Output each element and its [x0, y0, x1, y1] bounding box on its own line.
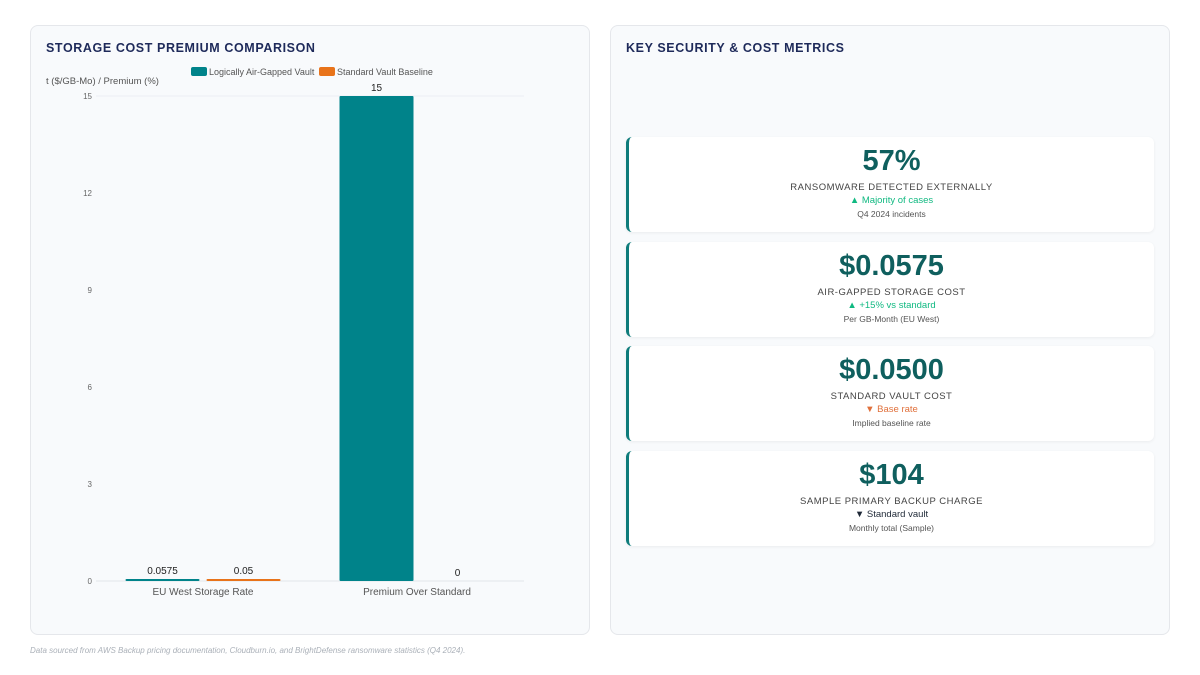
y-tick-label: 6: [88, 383, 93, 392]
metric-card-ransomware: 57% RANSOMWARE DETECTED EXTERNALLY ▲ Maj…: [626, 137, 1154, 232]
metric-label: RANSOMWARE DETECTED EXTERNALLY: [790, 182, 993, 193]
metric-trend: ▲ Majority of cases: [849, 195, 934, 206]
data-label: 15: [371, 83, 383, 94]
metrics-panel: KEY SECURITY & COST METRICS 57% RANSOMWA…: [610, 25, 1170, 635]
metric-subtext: Monthly total (Sample): [848, 523, 935, 533]
metric-value: $0.0575: [839, 250, 944, 282]
data-label: 0.05: [234, 566, 254, 577]
metric-card-backup-charge: $104 SAMPLE PRIMARY BACKUP CHARGE ▼ Stan…: [626, 451, 1154, 546]
y-tick-label: 3: [88, 480, 93, 489]
y-tick-label: 12: [83, 189, 92, 198]
legend-label: Standard Vault Baseline: [337, 67, 433, 77]
metric-trend: ▲ +15% vs standard: [847, 300, 936, 311]
metrics-title: KEY SECURITY & COST METRICS: [626, 41, 845, 55]
metric-subtext: Per GB-Month (EU West): [843, 314, 940, 324]
metric-subtext: Q4 2024 incidents: [857, 209, 926, 219]
data-label: 0: [455, 568, 461, 579]
legend-swatch: [191, 67, 207, 76]
metric-subtext: Implied baseline rate: [852, 418, 931, 428]
y-tick-label: 9: [88, 286, 93, 295]
legend-swatch: [319, 67, 335, 76]
bar-chart: t ($/GB-Mo) / Premium (%) 0 3 6 9 12 15 Logical…: [46, 67, 524, 598]
metric-label: AIR-GAPPED STORAGE COST: [817, 287, 966, 298]
legend-label: Logically Air-Gapped Vault: [209, 67, 315, 77]
metric-card-airgapped-cost: $0.0575 AIR-GAPPED STORAGE COST ▲ +15% v…: [626, 242, 1154, 337]
y-tick-label: 15: [83, 92, 92, 101]
chart-panel: STORAGE COST PREMIUM COMPARISON t ($/GB-…: [30, 25, 590, 635]
metric-value: $104: [859, 459, 924, 491]
data-label: 0.0575: [147, 566, 178, 577]
metric-value: 57%: [862, 145, 921, 177]
metric-label: STANDARD VAULT COST: [830, 391, 953, 402]
footnote: Data sourced from AWS Backup pricing doc…: [30, 646, 466, 655]
y-axis-label: t ($/GB-Mo) / Premium (%): [46, 76, 159, 87]
x-tick-label: EU West Storage Rate: [153, 587, 254, 598]
y-tick-label: 0: [88, 577, 93, 586]
metric-label: SAMPLE PRIMARY BACKUP CHARGE: [800, 496, 983, 507]
bar: [206, 579, 281, 581]
metric-trend: ▼ Standard vault: [854, 509, 929, 520]
metric-trend: ▼ Base rate: [865, 404, 918, 415]
x-tick-label: Premium Over Standard: [363, 587, 471, 598]
bar: [339, 96, 414, 581]
metric-value: $0.0500: [839, 354, 944, 386]
chart-title: STORAGE COST PREMIUM COMPARISON: [46, 41, 316, 55]
metric-card-standard-cost: $0.0500 STANDARD VAULT COST ▼ Base rate …: [626, 346, 1154, 441]
bar: [125, 579, 200, 581]
